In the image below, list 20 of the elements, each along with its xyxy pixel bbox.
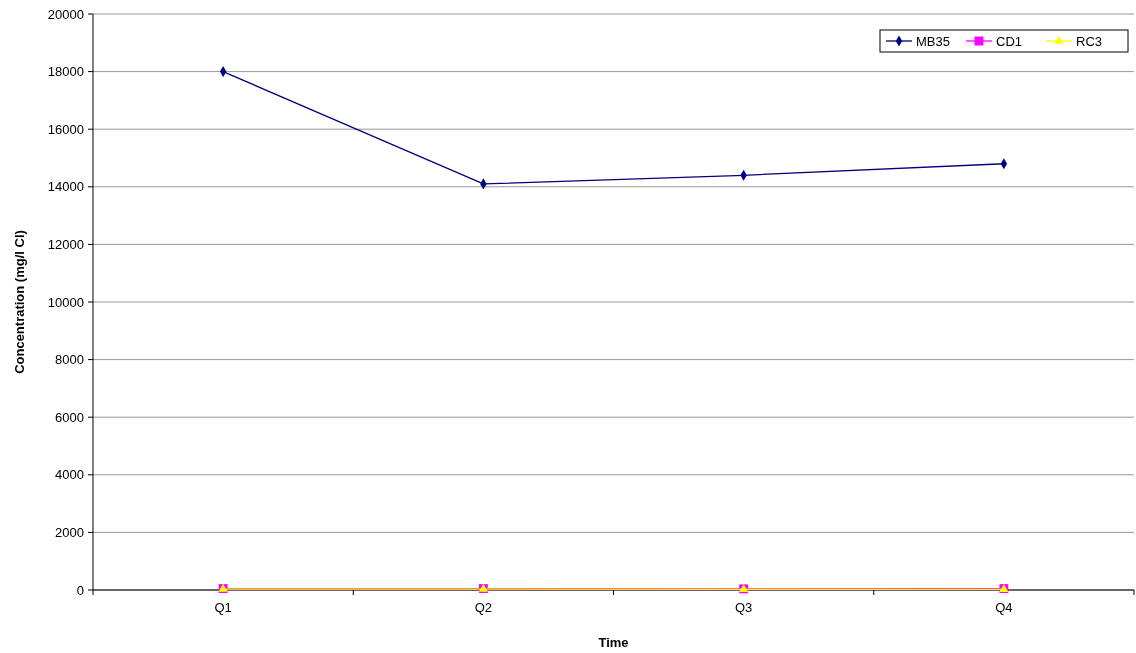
y-tick-label: 10000 (47, 294, 84, 310)
y-tick-label: 8000 (55, 352, 84, 368)
y-tick-label: 16000 (47, 121, 84, 137)
y-tick-label: 4000 (55, 467, 84, 483)
y-tick-label: 6000 (55, 409, 84, 425)
x-tick-label: Q1 (214, 600, 232, 615)
y-tick-label: 0 (76, 582, 84, 598)
y-tick-label: 2000 (55, 524, 84, 540)
y-axis-title: Concentration (mg/l Cl) (12, 230, 27, 374)
x-axis-title: Time (598, 635, 629, 650)
y-tick-label: 14000 (47, 179, 84, 195)
legend-label: RC3 (1076, 33, 1103, 49)
legend-label: CD1 (996, 33, 1023, 49)
x-tick-label: Q4 (995, 600, 1013, 615)
x-tick-label: Q3 (734, 600, 753, 615)
y-tick-label: 20000 (47, 6, 84, 22)
y-tick-label: 18000 (47, 64, 84, 80)
x-tick-label: Q2 (474, 600, 493, 615)
legend-label: MB35 (916, 33, 950, 49)
y-tick-label: 12000 (47, 236, 84, 252)
